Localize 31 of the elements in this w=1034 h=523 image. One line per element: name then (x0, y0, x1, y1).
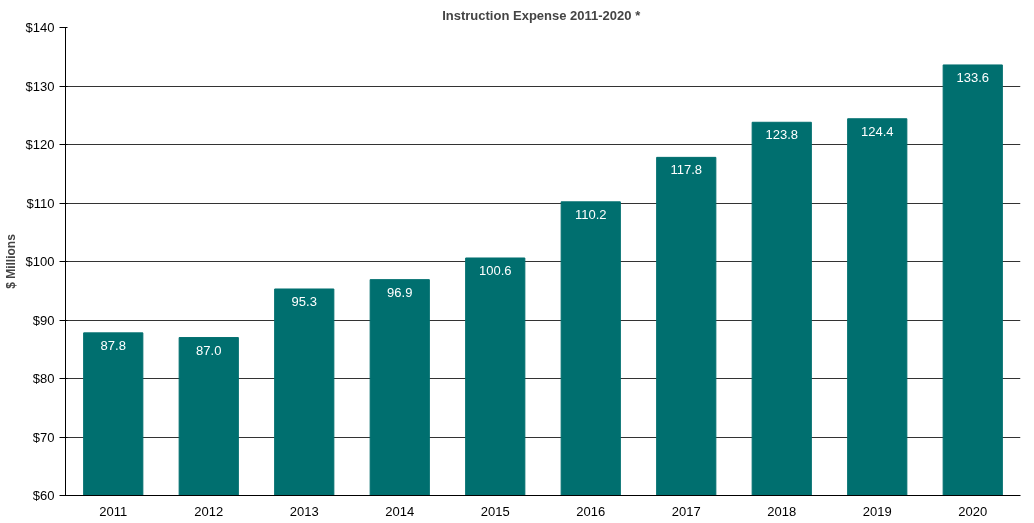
data-label: 123.8 (765, 127, 799, 143)
data-label: 124.4 (860, 123, 894, 139)
y-tick-label: $90 (32, 312, 55, 328)
x-tick-label: 2017 (671, 503, 701, 519)
y-tick-label: $140 (25, 20, 55, 35)
x-tick-label: 2011 (99, 503, 128, 519)
data-label: 87.8 (100, 337, 126, 353)
x-tick-label: 2020 (958, 503, 988, 519)
y-tick-label: $100 (25, 254, 55, 269)
x-tick-label: 2019 (862, 503, 892, 519)
y-tick-label: $130 (25, 78, 55, 94)
data-label: 110.2 (574, 206, 607, 222)
data-label: 100.6 (478, 262, 512, 278)
y-tick-label: $120 (25, 137, 55, 152)
y-tick-label: $110 (26, 195, 55, 211)
data-label: 87.0 (196, 342, 222, 358)
x-tick-label: 2015 (480, 503, 510, 519)
data-label: 96.9 (387, 284, 413, 300)
x-tick-label: 2012 (194, 503, 224, 519)
x-tick-label: 2013 (289, 503, 319, 519)
data-label: 133.6 (956, 69, 990, 85)
y-tick-label: $80 (32, 371, 55, 386)
x-tick-label: 2018 (767, 503, 797, 519)
chart-title: Instruction Expense 2011-2020 * (442, 7, 642, 23)
data-label: 95.3 (291, 293, 317, 309)
data-label: 117.8 (670, 162, 703, 178)
x-tick-label: 2014 (385, 503, 415, 519)
y-tick-label: $60 (32, 488, 55, 503)
y-axis-title: $ Millions (3, 233, 18, 289)
y-tick-label: $70 (32, 429, 55, 445)
x-tick-label: 2016 (576, 503, 606, 519)
